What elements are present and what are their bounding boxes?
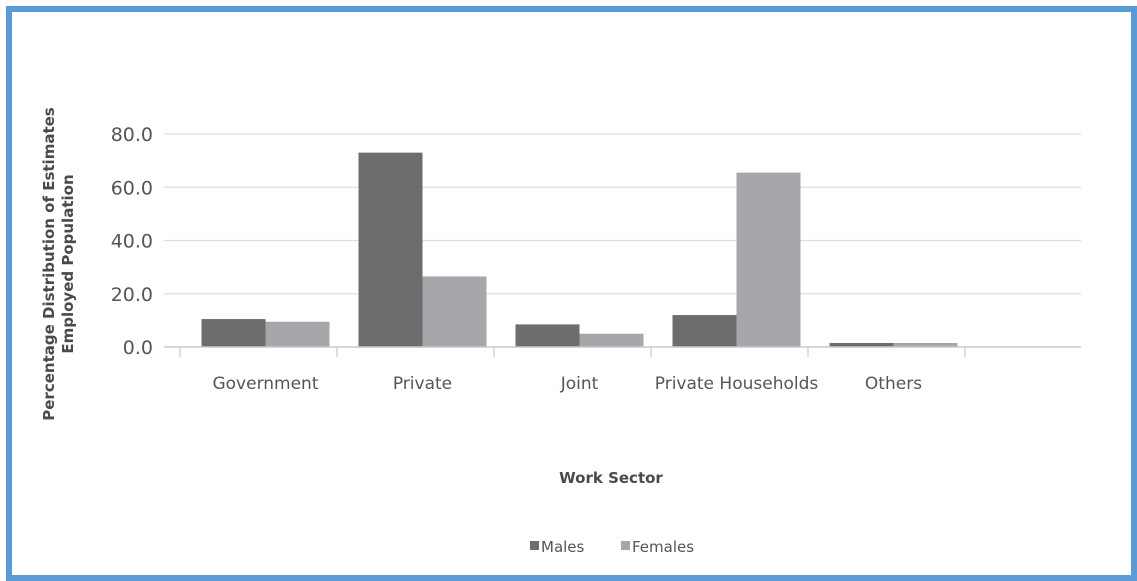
y-tick-label: 60.0: [111, 177, 153, 199]
y-axis-title-line-1: Percentage Distribution of Estimates: [40, 107, 58, 421]
legend-label-males: Males: [541, 538, 585, 556]
bar-females-government: [265, 321, 330, 347]
gridlines: [164, 133, 1081, 295]
legend-swatch-males: [530, 541, 539, 550]
bar-males-others: [829, 343, 894, 347]
legend-label-females: Females: [632, 538, 694, 556]
y-tick-label: 80.0: [111, 124, 153, 146]
bar-males-government: [201, 319, 266, 347]
category-label: Private: [393, 374, 452, 394]
category-label: Government: [212, 374, 318, 394]
bar-females-private: [422, 276, 487, 347]
legend-swatch-females: [621, 541, 630, 550]
y-axis-title-line-2: Employed Population: [59, 174, 77, 353]
bars: [201, 152, 958, 347]
legend: Males Females: [530, 538, 694, 556]
x-tick-marks: [179, 347, 966, 357]
y-tick-labels: 0.0 20.0 40.0 60.0 80.0: [111, 124, 153, 359]
bar-males-joint: [515, 324, 580, 347]
category-label: Private Households: [655, 374, 819, 394]
bar-males-private-households: [672, 315, 737, 347]
category-label: Others: [865, 374, 922, 394]
bar-females-joint: [579, 333, 644, 347]
category-labels: Government Private Joint Private Households…: [212, 374, 922, 394]
bar-females-others: [893, 343, 958, 347]
y-tick-label: 20.0: [111, 284, 153, 306]
category-label: Joint: [560, 374, 599, 394]
bar-females-private-households: [736, 172, 801, 347]
y-tick-label: 0.0: [123, 337, 153, 359]
x-axis-title: Work Sector: [559, 469, 663, 487]
bar-males-private: [358, 152, 423, 347]
y-tick-label: 40.0: [111, 231, 153, 253]
